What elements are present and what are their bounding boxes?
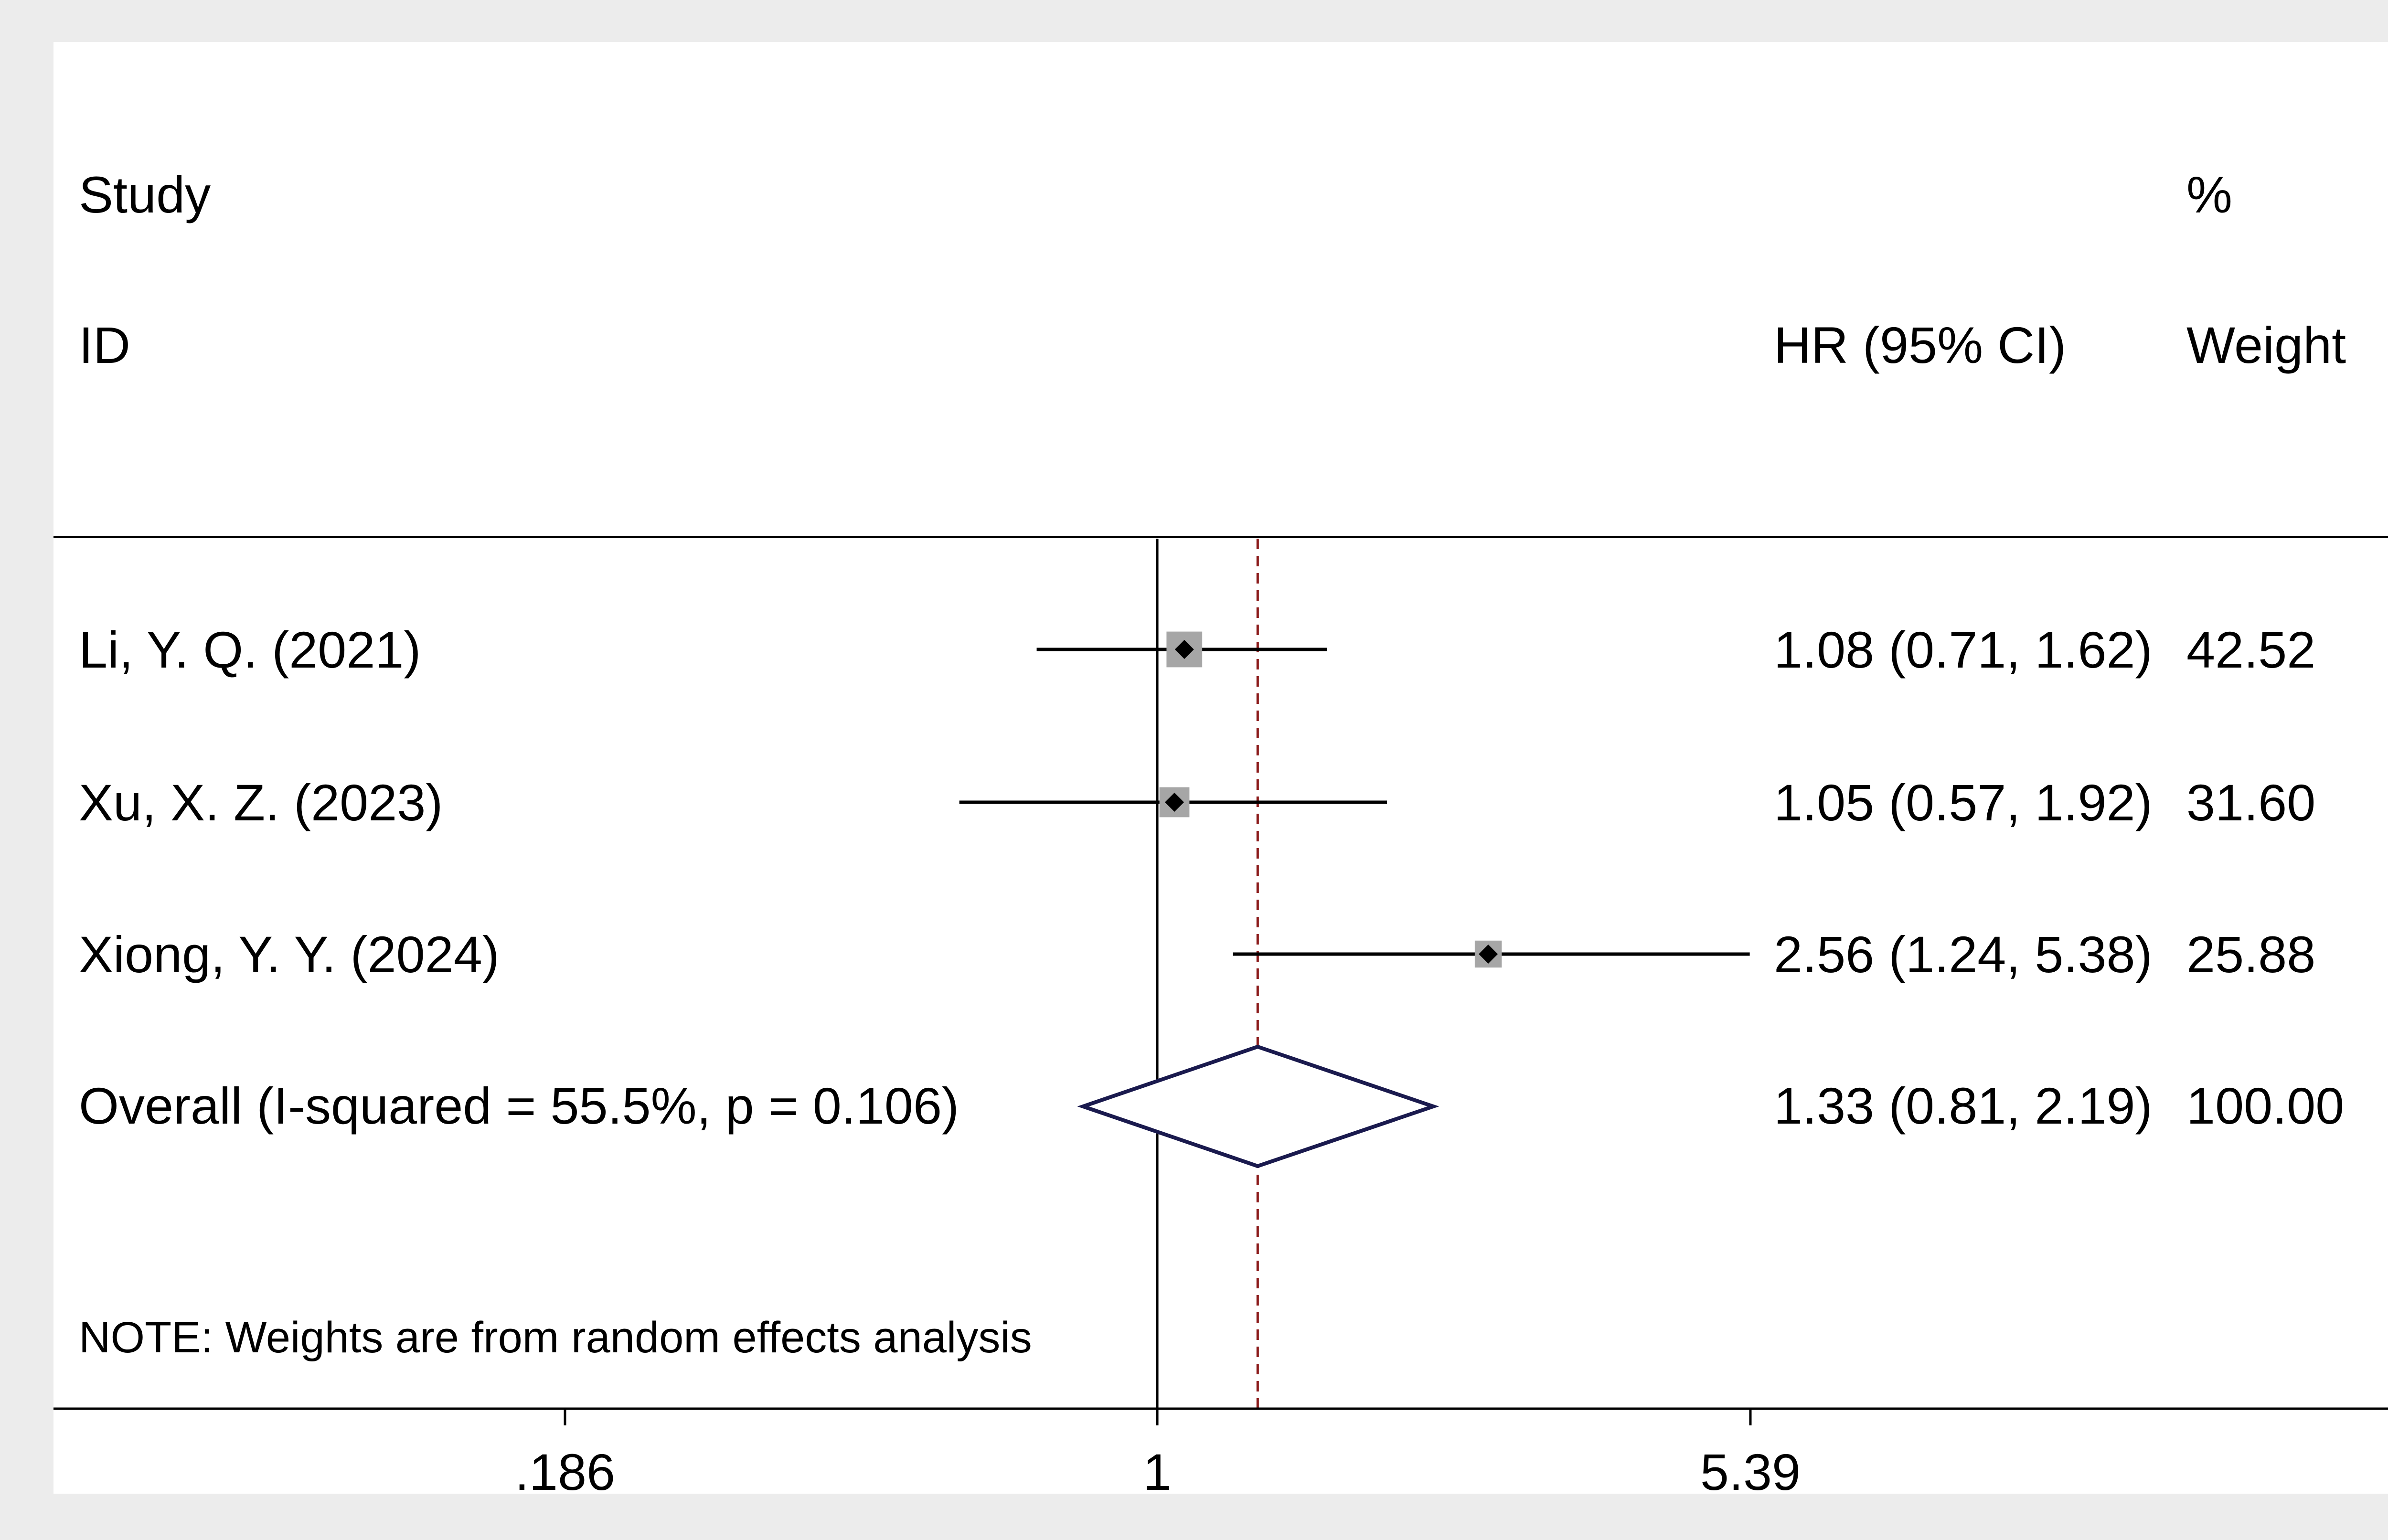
- point-estimate-marker: [1479, 945, 1498, 964]
- point-estimate-marker: [1174, 640, 1194, 659]
- study-rows: Li, Y. Q. (2021) 1.08 (0.71, 1.62) 42.52 Xu…: [79, 621, 2315, 983]
- header-hr-ci: HR (95% CI): [1774, 316, 2066, 374]
- study-label: Li, Y. Q. (2021): [79, 621, 421, 679]
- plot-panel: [53, 42, 2388, 1494]
- study-ci-text: 1.08 (0.71, 1.62): [1774, 621, 2153, 679]
- overall-ci-text: 1.33 (0.81, 2.19): [1774, 1077, 2153, 1135]
- point-estimate-marker: [1165, 793, 1184, 812]
- header-id: ID: [79, 316, 130, 374]
- header-study: Study: [79, 166, 211, 223]
- x-tick-label: 5.39: [1700, 1443, 1801, 1501]
- x-axis-ticks: .186 1 5.39: [515, 1409, 1801, 1501]
- study-label: Xiong, Y. Y. (2024): [79, 925, 500, 983]
- header-weight: Weight: [2186, 316, 2346, 374]
- study-weight: 31.60: [2186, 774, 2315, 831]
- study-row: Li, Y. Q. (2021) 1.08 (0.71, 1.62) 42.52: [79, 621, 2315, 679]
- note-text: NOTE: Weights are from random effects an…: [79, 1313, 1032, 1362]
- overall-label: Overall (I-squared = 55.5%, p = 0.106): [79, 1077, 959, 1135]
- overall-weight: 100.00: [2186, 1077, 2344, 1135]
- study-row: Xiong, Y. Y. (2024) 2.56 (1.24, 5.38) 25.8…: [79, 925, 2315, 983]
- x-tick-label: 1: [1143, 1443, 1172, 1501]
- study-ci-text: 2.56 (1.24, 5.38): [1774, 925, 2153, 983]
- study-ci-text: 1.05 (0.57, 1.92): [1774, 774, 2153, 831]
- x-tick-label: .186: [515, 1443, 615, 1501]
- study-label: Xu, X. Z. (2023): [79, 774, 443, 831]
- study-weight: 42.52: [2186, 621, 2315, 679]
- study-weight: 25.88: [2186, 925, 2315, 983]
- header-percent: %: [2186, 166, 2232, 223]
- overall-diamond: [1077, 1044, 1439, 1168]
- study-row: Xu, X. Z. (2023) 1.05 (0.57, 1.92) 31.60: [79, 774, 2315, 831]
